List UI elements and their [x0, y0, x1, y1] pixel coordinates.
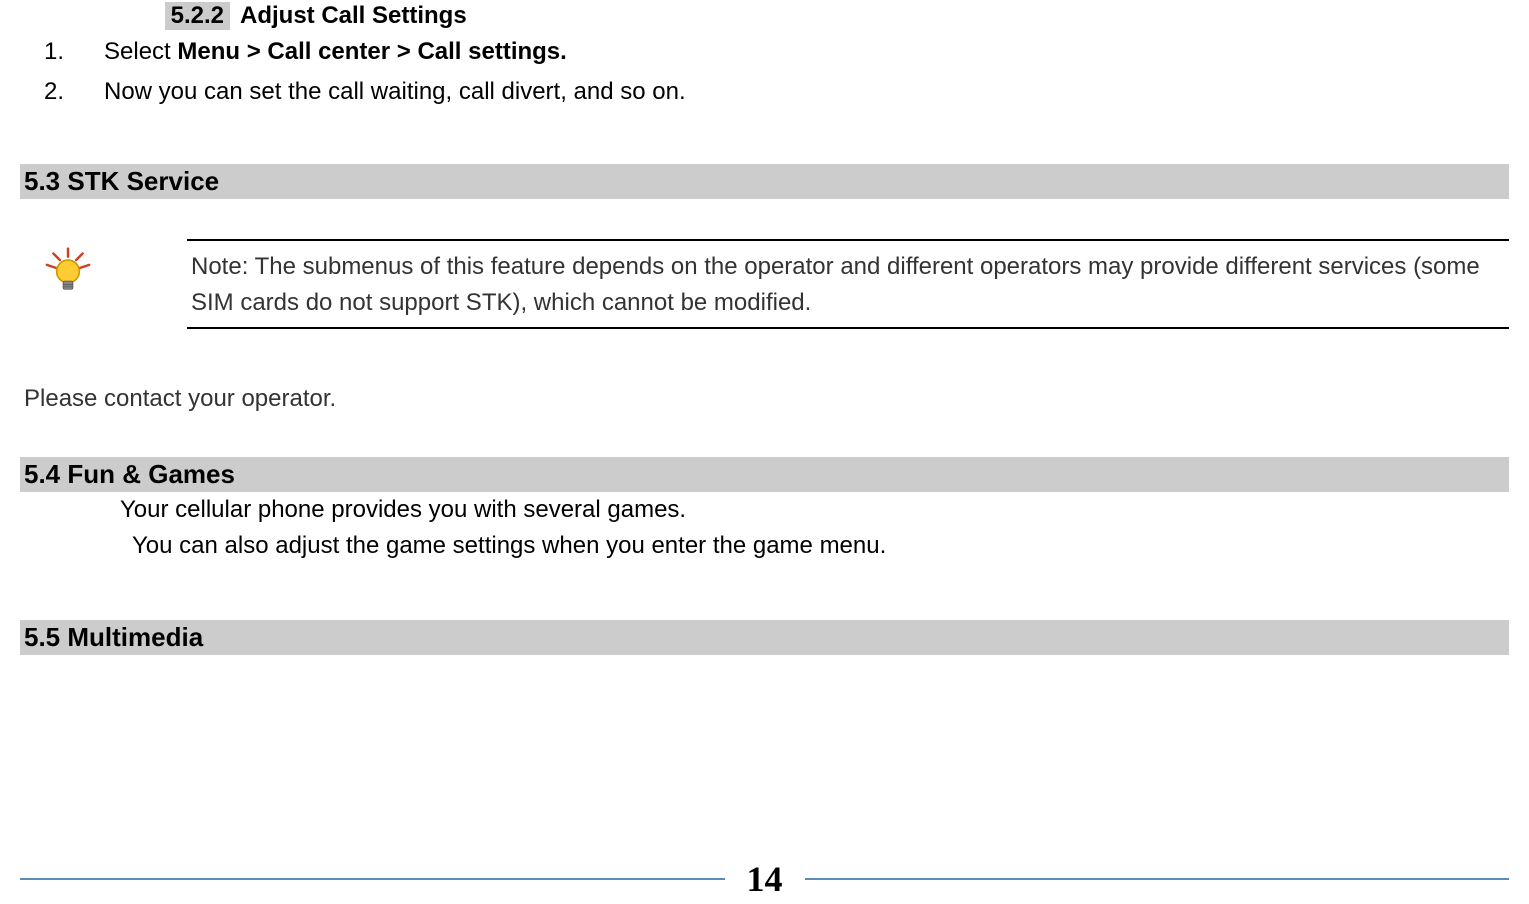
- page: 5.2.2 Adjust Call Settings 1. Select Men…: [0, 2, 1529, 904]
- note-block: Note: The submenus of this feature depen…: [20, 239, 1509, 329]
- note-text: Note: The submenus of this feature depen…: [187, 239, 1509, 329]
- step-1-bold: Menu > Call center > Call settings.: [177, 38, 566, 65]
- subheading-number: 5.2.2: [165, 2, 230, 30]
- lightbulb-icon: [42, 247, 94, 299]
- footer-rule-left: [20, 878, 725, 880]
- section-5-4-heading: 5.4 Fun & Games: [20, 457, 1509, 492]
- step-1-row: 1. Select Menu > Call center > Call sett…: [20, 34, 1509, 70]
- step-2-row: 2. Now you can set the call waiting, cal…: [20, 74, 1509, 110]
- contact-operator-text: Please contact your operator.: [20, 381, 1509, 417]
- footer-rule-right: [805, 878, 1510, 880]
- subheading-title: Adjust Call Settings: [240, 2, 467, 30]
- step-2-number: 2.: [20, 74, 104, 110]
- step-2-text: Now you can set the call waiting, call d…: [104, 74, 686, 110]
- page-footer: 14: [20, 858, 1509, 900]
- section-5-5-heading: 5.5 Multimedia: [20, 620, 1509, 655]
- note-icon-cell: [20, 239, 187, 329]
- subheading-5-2-2: 5.2.2 Adjust Call Settings: [20, 2, 1509, 30]
- page-number: 14: [725, 858, 805, 900]
- section-5-3-heading: 5.3 STK Service: [20, 164, 1509, 199]
- subheading-number-cell: 5.2.2: [20, 2, 240, 30]
- step-1-number: 1.: [20, 34, 104, 70]
- fun-games-line1: Your cellular phone provides you with se…: [20, 492, 1509, 528]
- step-1-prefix: Select: [104, 38, 177, 65]
- fun-games-line2: You can also adjust the game settings wh…: [20, 528, 1509, 564]
- step-1-text: Select Menu > Call center > Call setting…: [104, 34, 567, 70]
